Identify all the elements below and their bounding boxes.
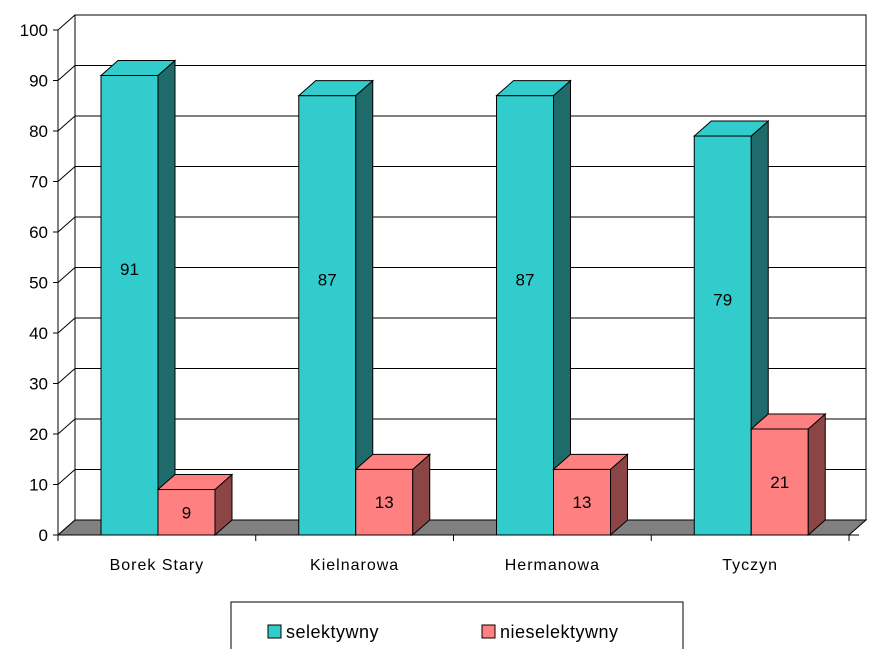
- bar-front-selektywny: [298, 95, 357, 536]
- side-wall-gridline: [57, 115, 76, 132]
- bar-front-nieselektywny: [750, 428, 809, 536]
- y-tick-label: 10: [29, 476, 48, 495]
- y-tick-label: 50: [29, 274, 48, 293]
- side-wall-gridline: [57, 14, 76, 31]
- legend-box: [230, 601, 684, 653]
- side-wall-gridline: [57, 469, 76, 485]
- legend: selektywny nieselektywny: [230, 601, 684, 653]
- side-wall-gridline: [57, 267, 76, 283]
- y-tick-label: 100: [20, 21, 48, 40]
- bar-front-selektywny: [100, 74, 159, 536]
- bar-top-selektywny: [495, 80, 572, 97]
- bar-front-selektywny: [496, 95, 554, 536]
- bar-top-selektywny: [692, 120, 770, 137]
- side-wall-gridline: [57, 368, 76, 384]
- legend-label-nieselektywny: nieselektywny: [500, 622, 619, 642]
- legend-label-selektywny: selektywny: [286, 622, 379, 642]
- legend-swatch-nieselektywny: [481, 624, 496, 639]
- bar-side-selektywny: [157, 59, 176, 537]
- data-label-nieselektywny: 13: [375, 493, 394, 512]
- y-tick-label: 70: [29, 173, 48, 192]
- bar-front-selektywny: [693, 135, 752, 536]
- y-tick-label: 80: [29, 122, 48, 141]
- side-wall-gridline: [57, 65, 76, 81]
- y-tick-label: 60: [29, 223, 48, 242]
- y-tick-label: 90: [29, 72, 48, 91]
- bar-front-nieselektywny: [157, 489, 216, 536]
- x-category-label: Borek Stary: [110, 557, 205, 574]
- bar-front-nieselektywny: [553, 468, 611, 536]
- bar-top-nieselektywny: [749, 413, 827, 430]
- y-tick-label: 0: [39, 526, 48, 545]
- side-wall-gridline: [57, 317, 76, 334]
- side-wall-gridline: [57, 216, 76, 233]
- x-category-label: Hermanowa: [505, 557, 600, 574]
- bar-front-nieselektywny: [355, 468, 414, 536]
- data-label-nieselektywny: 13: [573, 493, 592, 512]
- y-tick-label: 30: [29, 375, 48, 394]
- data-label-selektywny: 87: [516, 270, 535, 289]
- side-wall-gridline: [57, 418, 76, 435]
- legend-swatch-selektywny: [267, 624, 282, 639]
- bar-top-nieselektywny: [552, 453, 629, 470]
- data-label-selektywny: 87: [318, 270, 337, 289]
- bar-top-selektywny: [297, 80, 375, 97]
- x-category-label: Tyczyn: [722, 557, 778, 574]
- y-tick-label: 40: [29, 324, 48, 343]
- bar-top-nieselektywny: [354, 453, 432, 470]
- bars: [99, 59, 827, 537]
- labels: 91 9 Borek Stary 87 13 Kielnarowa 87 13 Hermanow…: [110, 260, 790, 574]
- side-wall-gridline: [57, 166, 76, 182]
- data-label-nieselektywny: 21: [770, 473, 789, 492]
- bar-top-selektywny: [99, 59, 177, 76]
- data-label-selektywny: 79: [713, 291, 732, 310]
- bar-side-nieselektywny: [807, 412, 826, 537]
- bar-top-nieselektywny: [156, 474, 234, 491]
- y-tick-label: 20: [29, 425, 48, 444]
- x-category-label: Kielnarowa: [310, 557, 399, 574]
- data-label-selektywny: 91: [120, 260, 139, 279]
- data-label-nieselektywny: 9: [182, 503, 191, 522]
